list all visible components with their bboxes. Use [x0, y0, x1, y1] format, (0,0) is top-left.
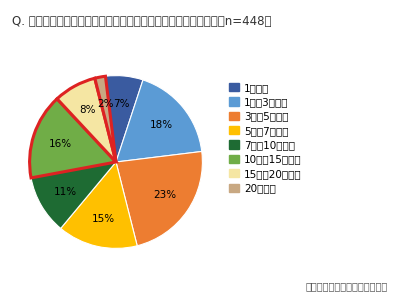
Wedge shape — [106, 76, 143, 162]
Text: 11%: 11% — [54, 187, 77, 197]
Text: 18%: 18% — [150, 120, 173, 130]
Wedge shape — [61, 162, 137, 248]
Wedge shape — [31, 162, 116, 228]
Wedge shape — [116, 152, 202, 246]
Text: 23%: 23% — [153, 190, 176, 200]
Wedge shape — [30, 99, 116, 178]
Text: 7%: 7% — [114, 98, 130, 109]
Text: Q. 現在使用しているエアコンは、何年ほど使用していますか？（n=448）: Q. 現在使用しているエアコンは、何年ほど使用していますか？（n=448） — [12, 15, 272, 28]
Legend: 1年未満, 1年～3年未満, 3年～5年未満, 5年～7年未満, 7年～10年未満, 10年～15年未満, 15年～20年未満, 20年以上: 1年未満, 1年～3年未満, 3年～5年未満, 5年～7年未満, 7年～10年未… — [229, 83, 302, 193]
Text: 8%: 8% — [80, 105, 96, 116]
Text: 2%: 2% — [97, 99, 114, 109]
Wedge shape — [95, 76, 116, 162]
Text: 16%: 16% — [49, 139, 72, 148]
Wedge shape — [57, 78, 116, 162]
Text: パナソニック「エオリア」調べ: パナソニック「エオリア」調べ — [306, 281, 388, 291]
Text: 15%: 15% — [92, 214, 114, 224]
Wedge shape — [116, 80, 202, 162]
